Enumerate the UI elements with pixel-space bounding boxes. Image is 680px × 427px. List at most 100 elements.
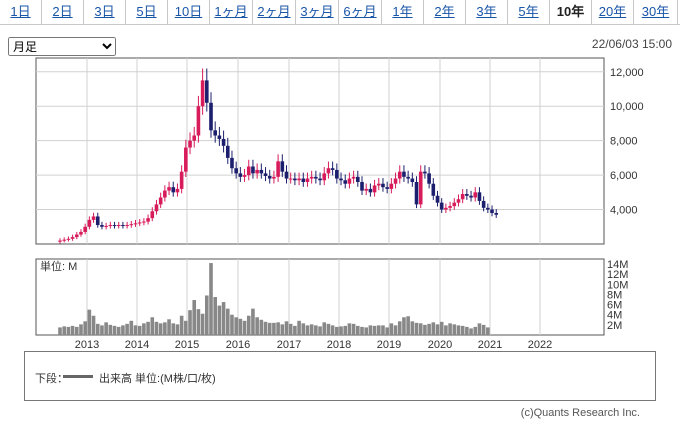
- volume-bar: [351, 323, 356, 335]
- candle-body: [456, 199, 461, 203]
- tab-2[interactable]: 3日: [84, 0, 126, 24]
- candle-body: [297, 178, 301, 181]
- tab-14[interactable]: 20年: [592, 0, 634, 24]
- volume-tick-label: 8M: [607, 289, 622, 301]
- tab-6[interactable]: 2ヶ月: [253, 0, 296, 24]
- volume-bar: [142, 323, 146, 335]
- candle-body: [351, 176, 356, 179]
- volume-bar: [297, 320, 301, 335]
- volume-bar: [62, 326, 66, 335]
- volume-bar: [129, 320, 134, 335]
- volume-bar: [100, 325, 104, 335]
- candle-body: [200, 80, 205, 107]
- volume-bar: [217, 305, 222, 335]
- tab-0[interactable]: 1日: [0, 0, 42, 24]
- tab-5[interactable]: 1ヶ月: [210, 0, 253, 24]
- volume-bar: [267, 322, 272, 335]
- volume-bar: [448, 323, 452, 335]
- volume-bar: [70, 325, 75, 335]
- tab-4[interactable]: 10日: [168, 0, 210, 24]
- candle-body: [104, 225, 108, 227]
- candle-body: [146, 218, 150, 222]
- tab-13[interactable]: 10年: [550, 0, 592, 24]
- candle-body: [376, 183, 381, 186]
- candle-body: [175, 188, 180, 193]
- volume-bar: [234, 317, 238, 335]
- candle-body: [330, 168, 335, 170]
- volume-bar: [318, 326, 322, 335]
- volume-bar: [225, 308, 230, 335]
- tab-11[interactable]: 3年: [466, 0, 508, 24]
- candle-body: [494, 213, 499, 215]
- volume-bar: [205, 295, 209, 335]
- tab-15[interactable]: 30年: [634, 0, 678, 24]
- candle-body: [246, 166, 251, 176]
- candle-body: [368, 188, 373, 193]
- candle-body: [410, 178, 415, 182]
- tabs-divider: [0, 24, 680, 25]
- volume-bar: [95, 323, 100, 335]
- candle-body: [418, 171, 423, 205]
- candle-body: [356, 176, 360, 182]
- candle-body: [431, 183, 436, 196]
- candle-body: [439, 202, 444, 210]
- candle-body: [150, 211, 155, 219]
- candle-body: [389, 183, 394, 189]
- candle-body: [444, 207, 448, 210]
- tab-1[interactable]: 2日: [42, 0, 84, 24]
- volume-bar: [150, 317, 155, 335]
- volume-bar: [343, 325, 348, 335]
- timestamp: 22/06/03 15:00: [591, 37, 672, 51]
- candle-body: [129, 224, 134, 226]
- x-tick-label: 2014: [125, 339, 149, 350]
- volume-bar: [410, 321, 415, 335]
- volume-bar: [246, 315, 251, 335]
- volume-bar: [154, 321, 159, 335]
- volume-bar: [335, 326, 339, 335]
- volume-bar: [87, 309, 92, 335]
- volume-bar: [238, 318, 243, 335]
- volume-bar: [397, 321, 402, 335]
- x-tick-label: 2015: [175, 339, 199, 350]
- volume-bar: [79, 324, 83, 335]
- legend-prefix: 下段：: [35, 373, 68, 385]
- volume-bar: [112, 325, 117, 335]
- volume-bar: [406, 316, 410, 335]
- candle-body: [335, 169, 339, 179]
- candle-body: [255, 169, 259, 174]
- candle-body: [465, 194, 469, 196]
- volume-bar: [418, 323, 423, 335]
- volume-unit-label: 単位: M: [40, 259, 77, 273]
- volume-bar: [158, 323, 163, 335]
- volume-bar: [423, 324, 427, 335]
- tab-3[interactable]: 5日: [126, 0, 168, 24]
- volume-bar: [414, 322, 419, 335]
- volume-tick-label: 10M: [607, 279, 628, 291]
- volume-bar: [477, 323, 482, 335]
- candle-body: [70, 237, 75, 239]
- tab-10[interactable]: 2年: [424, 0, 466, 24]
- legend-volume-label: 出来高 単位:(M株/口/枚): [99, 373, 216, 385]
- tab-12[interactable]: 5年: [508, 0, 550, 24]
- candle-body: [100, 225, 104, 227]
- interval-select[interactable]: 月足: [8, 37, 116, 56]
- price-panel: [35, 57, 605, 245]
- volume-bar: [91, 315, 96, 335]
- candle-body: [188, 140, 192, 148]
- volume-bar: [276, 322, 280, 335]
- volume-bar: [188, 310, 192, 335]
- tab-7[interactable]: 3ヶ月: [296, 0, 339, 24]
- tab-9[interactable]: 1年: [382, 0, 424, 24]
- volume-bar: [171, 323, 176, 335]
- tab-8[interactable]: 6ヶ月: [339, 0, 382, 24]
- candle-body: [167, 187, 171, 191]
- candle-body: [423, 171, 427, 174]
- volume-bar: [460, 325, 465, 335]
- volume-bar: [146, 321, 150, 335]
- candle-body: [133, 223, 138, 225]
- candle-body: [179, 171, 184, 189]
- price-tick-label: 6,000: [610, 170, 638, 182]
- volume-bar: [360, 326, 364, 335]
- volume-bar: [456, 325, 461, 335]
- volume-bar: [242, 320, 247, 335]
